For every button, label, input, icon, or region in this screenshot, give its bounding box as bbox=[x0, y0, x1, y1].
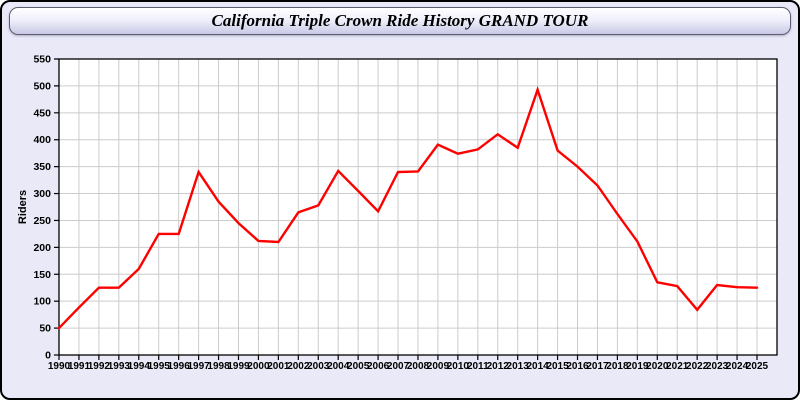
svg-text:1995: 1995 bbox=[148, 361, 171, 372]
svg-text:1996: 1996 bbox=[168, 361, 191, 372]
svg-text:2014: 2014 bbox=[527, 361, 550, 372]
svg-text:250: 250 bbox=[33, 215, 51, 227]
svg-text:1990: 1990 bbox=[48, 361, 71, 372]
svg-text:2001: 2001 bbox=[267, 361, 290, 372]
svg-text:2018: 2018 bbox=[606, 361, 629, 372]
page-title: California Triple Crown Ride History GRA… bbox=[211, 11, 589, 30]
svg-text:2021: 2021 bbox=[666, 361, 689, 372]
svg-text:1997: 1997 bbox=[187, 361, 210, 372]
svg-text:2020: 2020 bbox=[646, 361, 669, 372]
svg-text:2009: 2009 bbox=[427, 361, 450, 372]
svg-text:2023: 2023 bbox=[706, 361, 729, 372]
svg-text:2019: 2019 bbox=[626, 361, 649, 372]
svg-text:2013: 2013 bbox=[507, 361, 530, 372]
svg-text:2010: 2010 bbox=[447, 361, 470, 372]
svg-text:2011: 2011 bbox=[467, 361, 489, 372]
svg-text:550: 550 bbox=[33, 54, 51, 66]
svg-text:2005: 2005 bbox=[347, 361, 370, 372]
svg-text:2007: 2007 bbox=[387, 361, 410, 372]
svg-text:2015: 2015 bbox=[546, 361, 569, 372]
svg-text:0: 0 bbox=[45, 350, 51, 362]
svg-text:2006: 2006 bbox=[367, 361, 390, 372]
svg-text:2025: 2025 bbox=[746, 361, 769, 372]
svg-text:2008: 2008 bbox=[407, 361, 430, 372]
svg-text:100: 100 bbox=[33, 296, 51, 308]
svg-text:2022: 2022 bbox=[686, 361, 709, 372]
svg-text:50: 50 bbox=[39, 323, 51, 335]
svg-text:1999: 1999 bbox=[227, 361, 250, 372]
svg-text:2016: 2016 bbox=[566, 361, 589, 372]
svg-text:1992: 1992 bbox=[88, 361, 111, 372]
svg-text:2017: 2017 bbox=[586, 361, 609, 372]
y-axis-title: Riders bbox=[17, 190, 29, 224]
svg-text:2003: 2003 bbox=[307, 361, 330, 372]
page-title-bar: California Triple Crown Ride History GRA… bbox=[9, 7, 791, 35]
y-axis-labels: 0 50 100 150 200 250 300 350 400 450 500 550 bbox=[33, 54, 51, 362]
svg-text:200: 200 bbox=[33, 242, 51, 254]
axis-ticks bbox=[54, 58, 758, 360]
svg-text:2024: 2024 bbox=[726, 361, 749, 372]
x-axis-labels: 1990199119921993199419951996199719981999… bbox=[48, 361, 769, 372]
svg-text:300: 300 bbox=[33, 188, 51, 200]
svg-text:1991: 1991 bbox=[68, 361, 91, 372]
svg-text:1993: 1993 bbox=[108, 361, 131, 372]
svg-text:500: 500 bbox=[33, 80, 51, 92]
svg-text:150: 150 bbox=[33, 269, 51, 281]
svg-text:2002: 2002 bbox=[287, 361, 310, 372]
svg-text:2004: 2004 bbox=[327, 361, 350, 372]
svg-text:1994: 1994 bbox=[128, 361, 151, 372]
svg-text:400: 400 bbox=[33, 134, 51, 146]
svg-text:1998: 1998 bbox=[207, 361, 230, 372]
riders-series-line bbox=[57, 85, 759, 330]
svg-text:2000: 2000 bbox=[247, 361, 270, 372]
svg-text:2012: 2012 bbox=[487, 361, 510, 372]
svg-text:350: 350 bbox=[33, 161, 51, 173]
svg-text:450: 450 bbox=[33, 107, 51, 119]
